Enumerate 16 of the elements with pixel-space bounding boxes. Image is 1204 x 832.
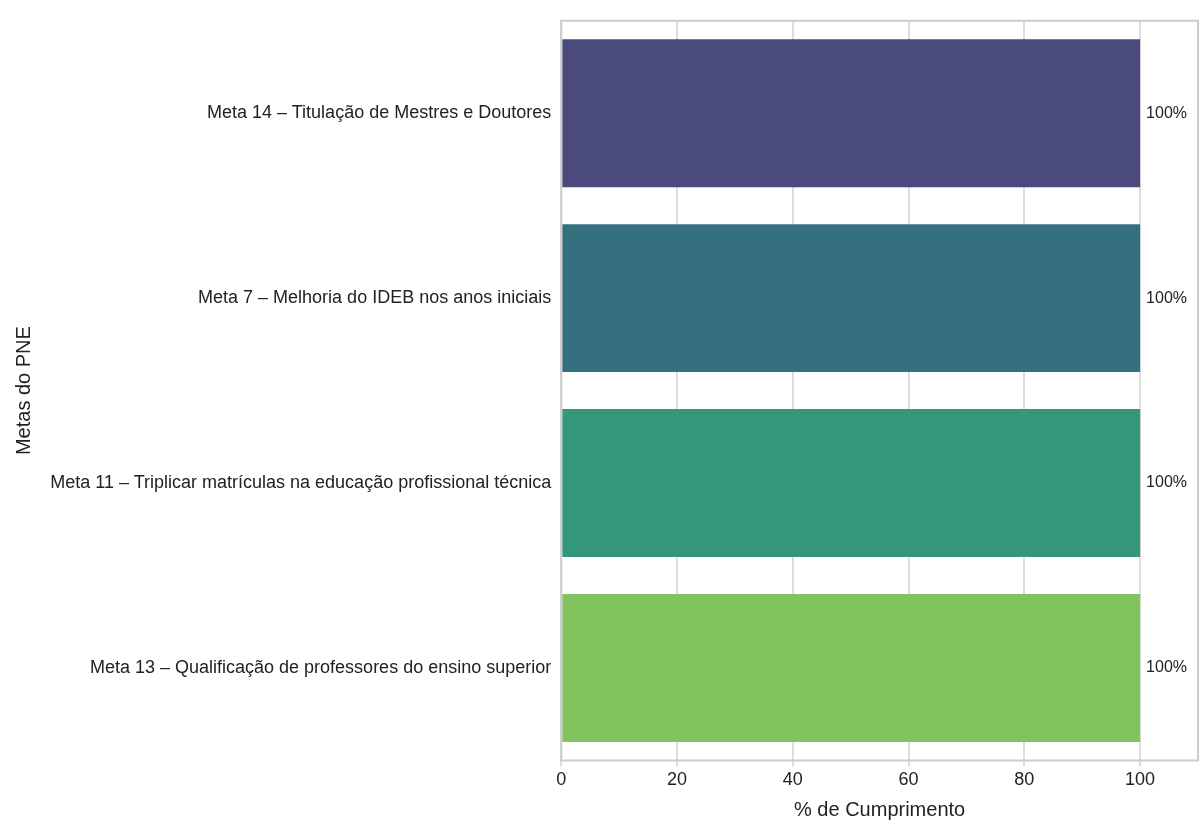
data-label: 100% bbox=[1146, 103, 1188, 121]
x-tick-label: 40 bbox=[782, 769, 803, 790]
x-tick-label: 100 bbox=[1125, 769, 1156, 790]
x-tick-label: 0 bbox=[556, 769, 567, 790]
y-axis-title: Metas do PNE bbox=[11, 326, 34, 456]
y-tick-label: Meta 11 – Triplicar matrículas na educação profissional técnica bbox=[50, 472, 553, 493]
y-tick-label: Meta 7 – Melhoria do IDEB nos anos iniciais bbox=[198, 287, 552, 308]
y-tick-label: Meta 13 – Qualificação de professores do ensino superior bbox=[89, 656, 552, 677]
y-tick-label: Meta 14 – Titulação de Mestres e Doutores bbox=[207, 102, 552, 123]
x-tick-label: 60 bbox=[898, 769, 919, 790]
x-tick-label: 20 bbox=[667, 769, 688, 790]
data-label: 100% bbox=[1146, 658, 1188, 676]
data-label: 100% bbox=[1146, 473, 1188, 491]
data-label: 100% bbox=[1146, 288, 1188, 306]
x-tick-label: 80 bbox=[1014, 769, 1035, 790]
x-axis-title: % de Cumprimento bbox=[794, 797, 966, 820]
